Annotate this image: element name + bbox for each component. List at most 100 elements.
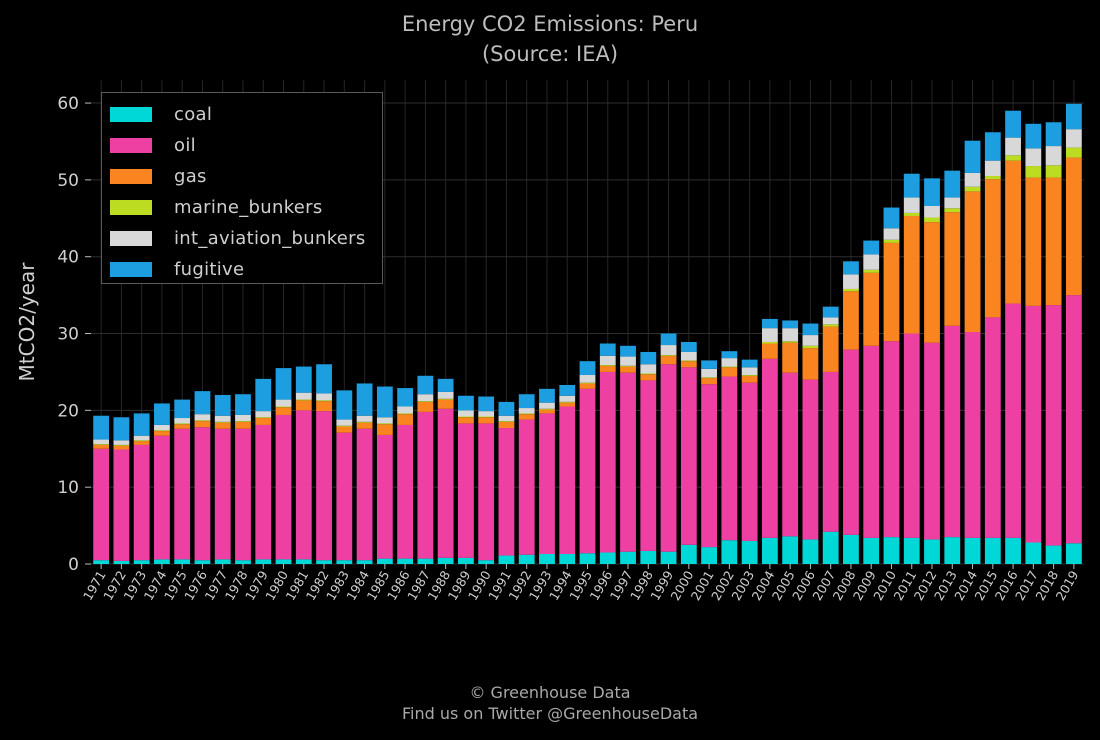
bar-segment-coal bbox=[1025, 542, 1042, 564]
bar-segment-int-aviation-bunkers bbox=[275, 399, 292, 407]
bar-segment-fugitive bbox=[680, 341, 697, 352]
bar-segment-int-aviation-bunkers bbox=[964, 172, 981, 187]
bar-segment-coal bbox=[235, 560, 251, 564]
bar-segment-fugitive bbox=[883, 207, 900, 229]
bar-segment-oil bbox=[275, 414, 292, 560]
bar-segment-marine-bunkers bbox=[376, 423, 393, 425]
legend-label: coal bbox=[174, 104, 213, 125]
bar-segment-coal bbox=[376, 558, 393, 564]
bar-segment-int-aviation-bunkers bbox=[518, 408, 535, 414]
legend-item-gas: gas bbox=[110, 161, 382, 192]
bar-segment-oil bbox=[458, 423, 474, 558]
bar-segment-fugitive bbox=[275, 368, 292, 400]
bar-segment-coal bbox=[660, 551, 677, 564]
bar-segment-fugitive bbox=[802, 323, 819, 336]
bar-segment-oil bbox=[93, 448, 110, 561]
bar-segment-oil bbox=[660, 364, 677, 552]
bar-segment-gas bbox=[660, 355, 677, 365]
bar-segment-gas bbox=[984, 179, 1001, 318]
bar-segment-marine-bunkers bbox=[640, 373, 657, 375]
bar-segment-fugitive bbox=[640, 351, 657, 365]
bar-segment-marine-bunkers bbox=[93, 444, 110, 445]
bar-segment-fugitive bbox=[944, 170, 961, 198]
bar-segment-oil bbox=[316, 411, 332, 561]
bar-segment-coal bbox=[802, 539, 819, 564]
bar-segment-marine-bunkers bbox=[194, 420, 211, 422]
bar-segment-int-aviation-bunkers bbox=[133, 435, 150, 441]
bar-segment-oil bbox=[984, 317, 1001, 538]
bar-segment-coal bbox=[721, 540, 738, 564]
bar-segment-gas bbox=[579, 383, 596, 389]
bar-segment-int-aviation-bunkers bbox=[863, 254, 880, 270]
bar-segment-coal bbox=[255, 559, 272, 564]
bar-segment-fugitive bbox=[863, 240, 880, 255]
bar-segment-marine-bunkers bbox=[1005, 155, 1021, 161]
bar-segment-marine-bunkers bbox=[397, 413, 414, 415]
bar-segment-coal bbox=[417, 558, 434, 564]
bar-segment-gas bbox=[498, 421, 515, 429]
bar-segment-fugitive bbox=[113, 417, 130, 441]
bar-segment-fugitive bbox=[822, 306, 839, 318]
legend-item-int-aviation-bunkers: int_aviation_bunkers bbox=[110, 223, 382, 254]
bar-segment-gas bbox=[437, 399, 454, 409]
bar-segment-marine-bunkers bbox=[843, 288, 859, 292]
bar-segment-gas bbox=[924, 222, 940, 343]
chart-legend: coal oil gas marine_bunkers int_aviation_bun… bbox=[101, 92, 383, 284]
bar-segment-marine-bunkers bbox=[660, 355, 677, 356]
bar-segment-oil bbox=[356, 428, 373, 561]
bar-segment-int-aviation-bunkers bbox=[1005, 137, 1021, 156]
bar-segment-gas bbox=[539, 409, 555, 414]
bar-segment-oil bbox=[1025, 305, 1042, 543]
bar-segment-int-aviation-bunkers bbox=[1065, 129, 1082, 148]
bar-segment-fugitive bbox=[174, 399, 191, 419]
bar-segment-oil bbox=[680, 367, 697, 545]
bar-segment-marine-bunkers bbox=[903, 212, 920, 216]
bar-segment-coal bbox=[498, 555, 515, 564]
bar-segment-coal bbox=[822, 531, 839, 564]
bar-segment-marine-bunkers bbox=[518, 413, 535, 415]
bar-segment-gas bbox=[640, 374, 657, 381]
bar-segment-fugitive bbox=[579, 361, 596, 376]
bar-segment-fugitive bbox=[1005, 110, 1021, 138]
bar-segment-coal bbox=[1065, 543, 1082, 564]
bar-segment-int-aviation-bunkers bbox=[1025, 148, 1042, 167]
bar-segment-oil bbox=[701, 384, 717, 548]
bar-segment-marine-bunkers bbox=[761, 341, 778, 344]
bar-segment-fugitive bbox=[295, 366, 312, 393]
bar-segment-int-aviation-bunkers bbox=[559, 395, 576, 402]
bar-segment-gas bbox=[417, 401, 434, 412]
bar-segment-fugitive bbox=[356, 383, 373, 416]
bar-segment-gas bbox=[93, 444, 110, 449]
bar-segment-marine-bunkers bbox=[214, 421, 231, 423]
bar-segment-fugitive bbox=[417, 375, 434, 395]
bar-segment-int-aviation-bunkers bbox=[255, 411, 272, 418]
bar-segment-int-aviation-bunkers bbox=[741, 367, 758, 376]
bar-segment-marine-bunkers bbox=[498, 421, 515, 422]
bar-segment-coal bbox=[620, 551, 636, 564]
bar-segment-fugitive bbox=[761, 318, 778, 329]
bar-segment-gas bbox=[214, 422, 231, 429]
bar-segment-gas bbox=[478, 417, 495, 424]
bar-segment-coal bbox=[924, 539, 940, 564]
bar-segment-marine-bunkers bbox=[174, 423, 191, 425]
bar-segment-int-aviation-bunkers bbox=[376, 417, 393, 424]
bar-segment-fugitive bbox=[984, 132, 1001, 161]
bar-segment-marine-bunkers bbox=[782, 341, 799, 343]
bar-segment-int-aviation-bunkers bbox=[93, 439, 110, 445]
bar-segment-gas bbox=[701, 378, 717, 385]
bar-segment-oil bbox=[498, 428, 515, 556]
bar-segment-fugitive bbox=[599, 343, 616, 356]
bar-segment-marine-bunkers bbox=[113, 444, 130, 446]
bar-segment-gas bbox=[741, 375, 758, 383]
bar-segment-oil bbox=[518, 419, 535, 555]
bar-segment-fugitive bbox=[133, 413, 150, 436]
bar-segment-fugitive bbox=[437, 378, 454, 392]
bar-segment-fugitive bbox=[376, 386, 393, 418]
bar-segment-gas bbox=[782, 342, 799, 373]
bar-segment-coal bbox=[741, 540, 758, 564]
bar-segment-marine-bunkers bbox=[316, 400, 332, 402]
y-axis-label: MtCO2/year bbox=[15, 262, 39, 382]
bar-segment-gas bbox=[295, 400, 312, 411]
legend-swatch bbox=[110, 138, 152, 153]
y-tick-label: 50 bbox=[57, 171, 79, 191]
